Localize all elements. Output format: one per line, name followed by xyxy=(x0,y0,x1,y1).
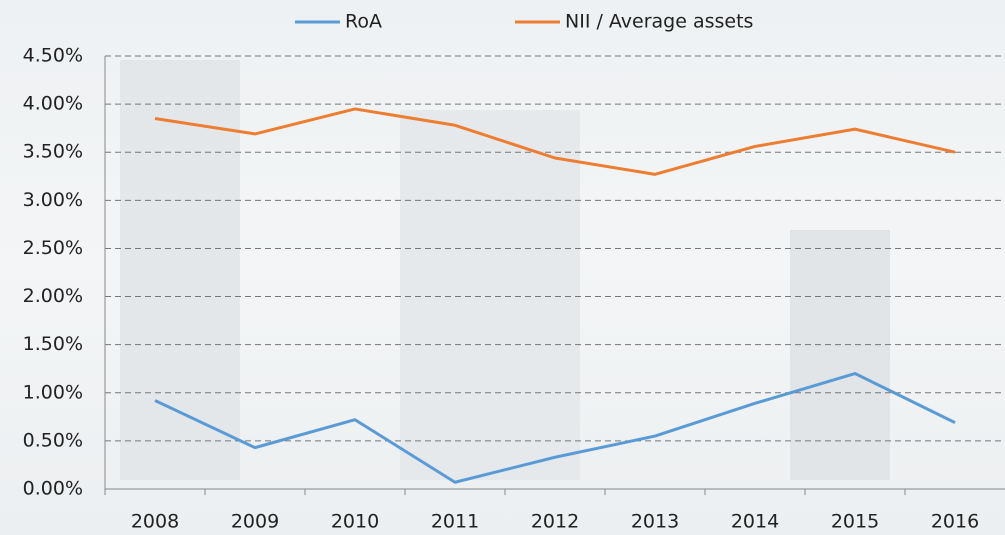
background-building xyxy=(790,230,890,480)
y-tick-label: 0.00% xyxy=(23,478,83,500)
x-tick-label: 2012 xyxy=(531,511,579,533)
y-tick-label: 2.50% xyxy=(23,237,83,259)
x-tick-label: 2009 xyxy=(231,511,279,533)
x-tick-label: 2010 xyxy=(331,511,379,533)
legend-label: RoA xyxy=(345,11,382,33)
legend-label: NII / Average assets xyxy=(565,11,753,33)
x-tick-label: 2008 xyxy=(131,511,179,533)
series-line xyxy=(154,372,956,484)
y-tick-label: 2.00% xyxy=(23,285,83,307)
series-line xyxy=(154,107,956,176)
background-building xyxy=(400,110,580,480)
x-tick-label: 2014 xyxy=(731,511,779,533)
y-tick-label: 3.50% xyxy=(23,141,83,163)
y-tick-label: 3.00% xyxy=(23,189,83,211)
y-tick-label: 0.50% xyxy=(23,429,83,451)
y-tick-label: 4.50% xyxy=(23,45,83,67)
x-tick-label: 2013 xyxy=(631,511,679,533)
y-tick-label: 4.00% xyxy=(23,93,83,115)
x-tick-label: 2016 xyxy=(931,511,979,533)
y-tick-label: 1.00% xyxy=(23,381,83,403)
x-tick-label: 2011 xyxy=(431,511,479,533)
x-tick-label: 2015 xyxy=(831,511,879,533)
y-tick-label: 1.50% xyxy=(23,333,83,355)
